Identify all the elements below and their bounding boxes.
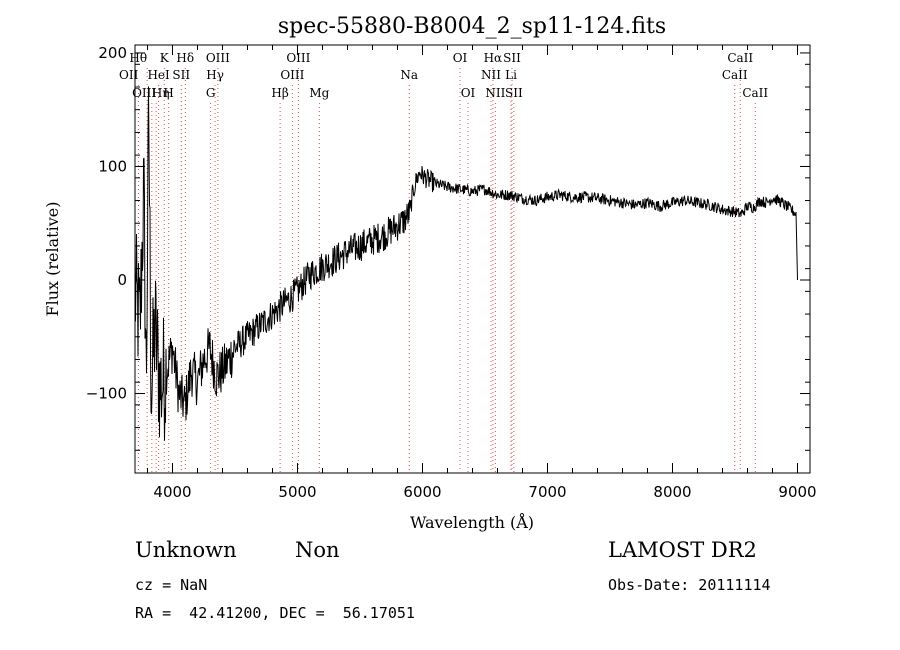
marker-label: Mg — [309, 86, 329, 100]
axis-ticks: 4000 5000 6000 7000 8000 9000 −100 0 100 200 — [86, 44, 817, 501]
marker-label: OI — [461, 86, 476, 100]
marker-label: Hδ — [176, 51, 194, 65]
marker-label: Hθ — [129, 51, 147, 65]
class-label: Unknown — [135, 538, 237, 562]
marker-label: HeI — [147, 68, 170, 82]
obs-date: Obs-Date: 20111114 — [608, 576, 771, 594]
marker-label: OIII — [280, 68, 304, 82]
marker-label: OIII — [286, 51, 310, 65]
marker-label: OII — [119, 68, 139, 82]
marker-label: Hα — [484, 51, 503, 65]
marker-label: CaII — [727, 51, 753, 65]
marker-label: Hγ — [206, 68, 224, 82]
x-tick-label: 7000 — [528, 483, 566, 501]
chart-title: spec-55880-B8004_2_sp11-124.fits — [278, 14, 666, 39]
y-axis-label: Flux (relative) — [43, 202, 62, 317]
marker-label: Hβ — [271, 86, 288, 100]
spectrum-line — [134, 86, 798, 441]
marker-label: OIII — [206, 51, 230, 65]
marker-label: OIII — [132, 86, 156, 100]
marker-label: SII — [503, 51, 521, 65]
marker-label: SII — [172, 68, 190, 82]
y-tick-label: 200 — [98, 44, 127, 62]
x-tick-label: 8000 — [653, 483, 691, 501]
y-tick-label: 100 — [98, 157, 127, 175]
coordinates: RA = 42.41200, DEC = 56.17051 — [135, 604, 415, 622]
marker-label: Hη — [152, 86, 170, 100]
marker-label: NII — [481, 68, 501, 82]
y-tick-label: −100 — [86, 385, 127, 403]
x-tick-label: 5000 — [278, 483, 316, 501]
y-tick-label: 0 — [117, 271, 127, 289]
marker-label: CaII — [742, 86, 768, 100]
x-tick-label: 4000 — [153, 483, 191, 501]
marker-label: Na — [400, 68, 418, 82]
survey-label: LAMOST DR2 — [608, 538, 757, 562]
marker-label: K — [160, 51, 170, 65]
marker-label: SII — [505, 86, 523, 100]
x-axis-label: Wavelength (Å) — [410, 512, 534, 532]
cz-value: cz = NaN — [135, 576, 208, 594]
x-tick-label: 9000 — [778, 483, 816, 501]
subclass-label: Non — [295, 538, 340, 562]
marker-label: NII — [485, 86, 505, 100]
marker-label: G — [206, 86, 216, 100]
marker-label: OI — [453, 51, 468, 65]
marker-label: CaII — [722, 68, 748, 82]
plot-frame — [134, 44, 811, 474]
marker-label: Li — [505, 68, 517, 82]
x-tick-label: 6000 — [403, 483, 441, 501]
marker-label: H — [163, 86, 173, 100]
